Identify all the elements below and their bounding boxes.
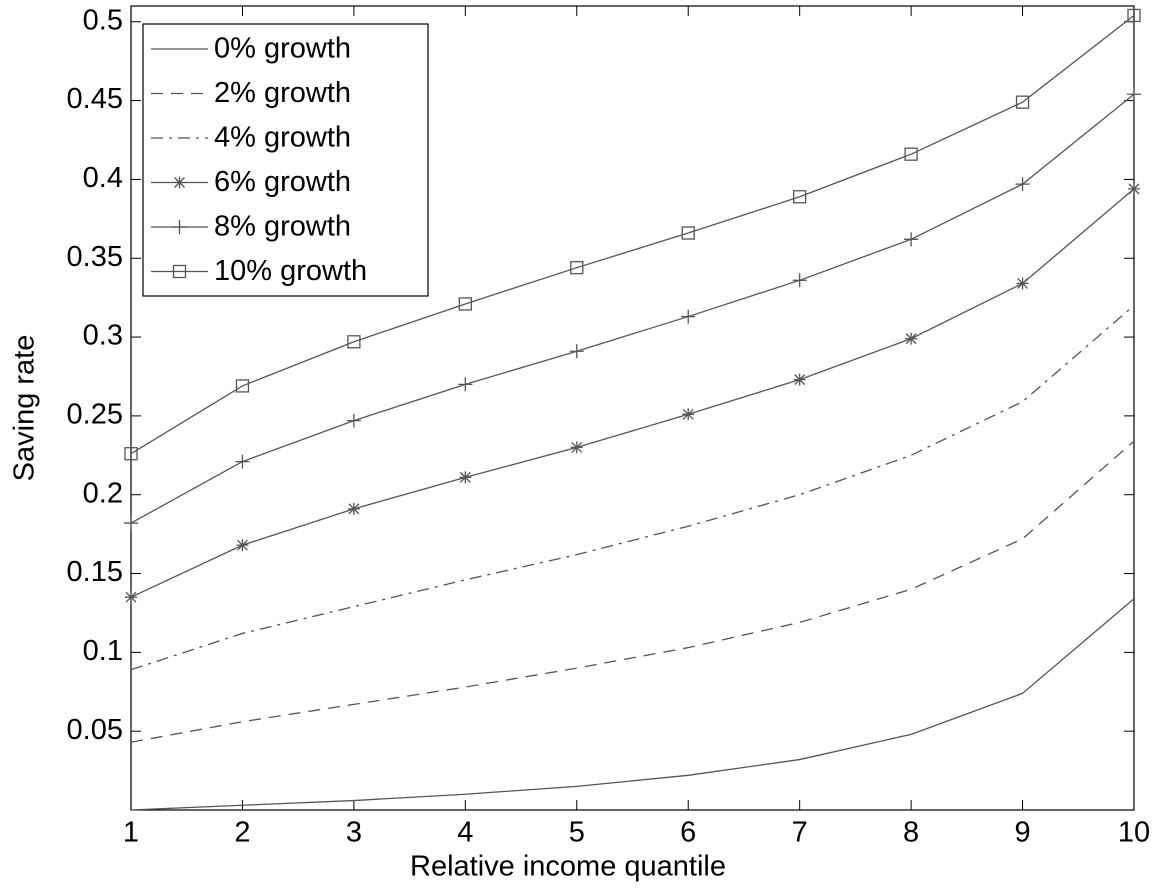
y-tick-label: 0.45 (67, 83, 123, 115)
marker (792, 273, 807, 288)
marker (346, 413, 361, 428)
series-line (130, 440, 1135, 743)
legend-marker (172, 220, 187, 234)
x-tick-label: 5 (569, 817, 585, 849)
x-tick-label: 7 (792, 817, 808, 849)
marker (681, 226, 695, 240)
y-tick-label: 0.4 (83, 162, 123, 194)
legend-label: 2% growth (214, 77, 351, 109)
legend-label: 0% growth (214, 33, 351, 65)
legend-marker (173, 176, 186, 189)
marker (458, 297, 472, 311)
y-tick-label: 0.5 (83, 4, 123, 36)
marker (1015, 177, 1030, 192)
x-tick-label: 6 (680, 817, 696, 849)
marker (236, 539, 249, 552)
marker (569, 344, 584, 359)
marker (1015, 95, 1030, 109)
marker (347, 335, 361, 349)
y-tick-label: 0.15 (67, 556, 123, 588)
legend-label: 6% growth (214, 166, 351, 198)
marker (793, 190, 807, 204)
marker (570, 441, 583, 454)
marker (458, 377, 473, 392)
series-line (130, 188, 1135, 598)
marker (904, 147, 918, 161)
series-line (130, 93, 1135, 524)
x-tick-label: 3 (346, 817, 362, 849)
y-tick-label: 0.25 (67, 399, 123, 431)
marker (682, 408, 695, 421)
marker (124, 447, 138, 461)
marker (1127, 87, 1141, 102)
x-tick-label: 8 (903, 817, 919, 849)
legend-label: 8% growth (214, 211, 351, 243)
y-tick-label: 0.2 (83, 477, 123, 509)
legend-label: 10% growth (214, 255, 367, 287)
x-tick-label: 2 (234, 817, 250, 849)
y-tick-label: 0.1 (83, 635, 123, 667)
x-axis-label: Relative income quantile (410, 851, 726, 883)
marker (1128, 182, 1140, 195)
marker (793, 373, 806, 386)
legend-marker (172, 264, 187, 279)
series-line (130, 14, 1135, 455)
x-tick-label: 9 (1014, 817, 1030, 849)
series-line (130, 598, 1135, 811)
legend-label: 4% growth (214, 122, 351, 154)
marker (570, 261, 584, 275)
x-tick-label: 10 (1118, 817, 1150, 849)
marker (1127, 8, 1141, 23)
marker (235, 379, 250, 393)
y-tick-label: 0.05 (67, 714, 123, 746)
series-line (130, 305, 1135, 671)
marker (459, 471, 472, 484)
marker (235, 454, 250, 469)
y-tick-label: 0.3 (83, 320, 123, 352)
y-tick-label: 0.35 (67, 241, 123, 273)
marker (1016, 277, 1029, 290)
marker (681, 309, 696, 324)
x-tick-label: 4 (457, 817, 473, 849)
legend (142, 23, 429, 297)
marker (905, 332, 918, 345)
marker (347, 502, 360, 515)
y-axis-label: Saving rate (9, 335, 41, 482)
marker (904, 232, 919, 247)
marker (125, 591, 137, 604)
marker (124, 516, 138, 531)
x-tick-label: 1 (123, 817, 139, 849)
plot-area (130, 5, 1135, 811)
